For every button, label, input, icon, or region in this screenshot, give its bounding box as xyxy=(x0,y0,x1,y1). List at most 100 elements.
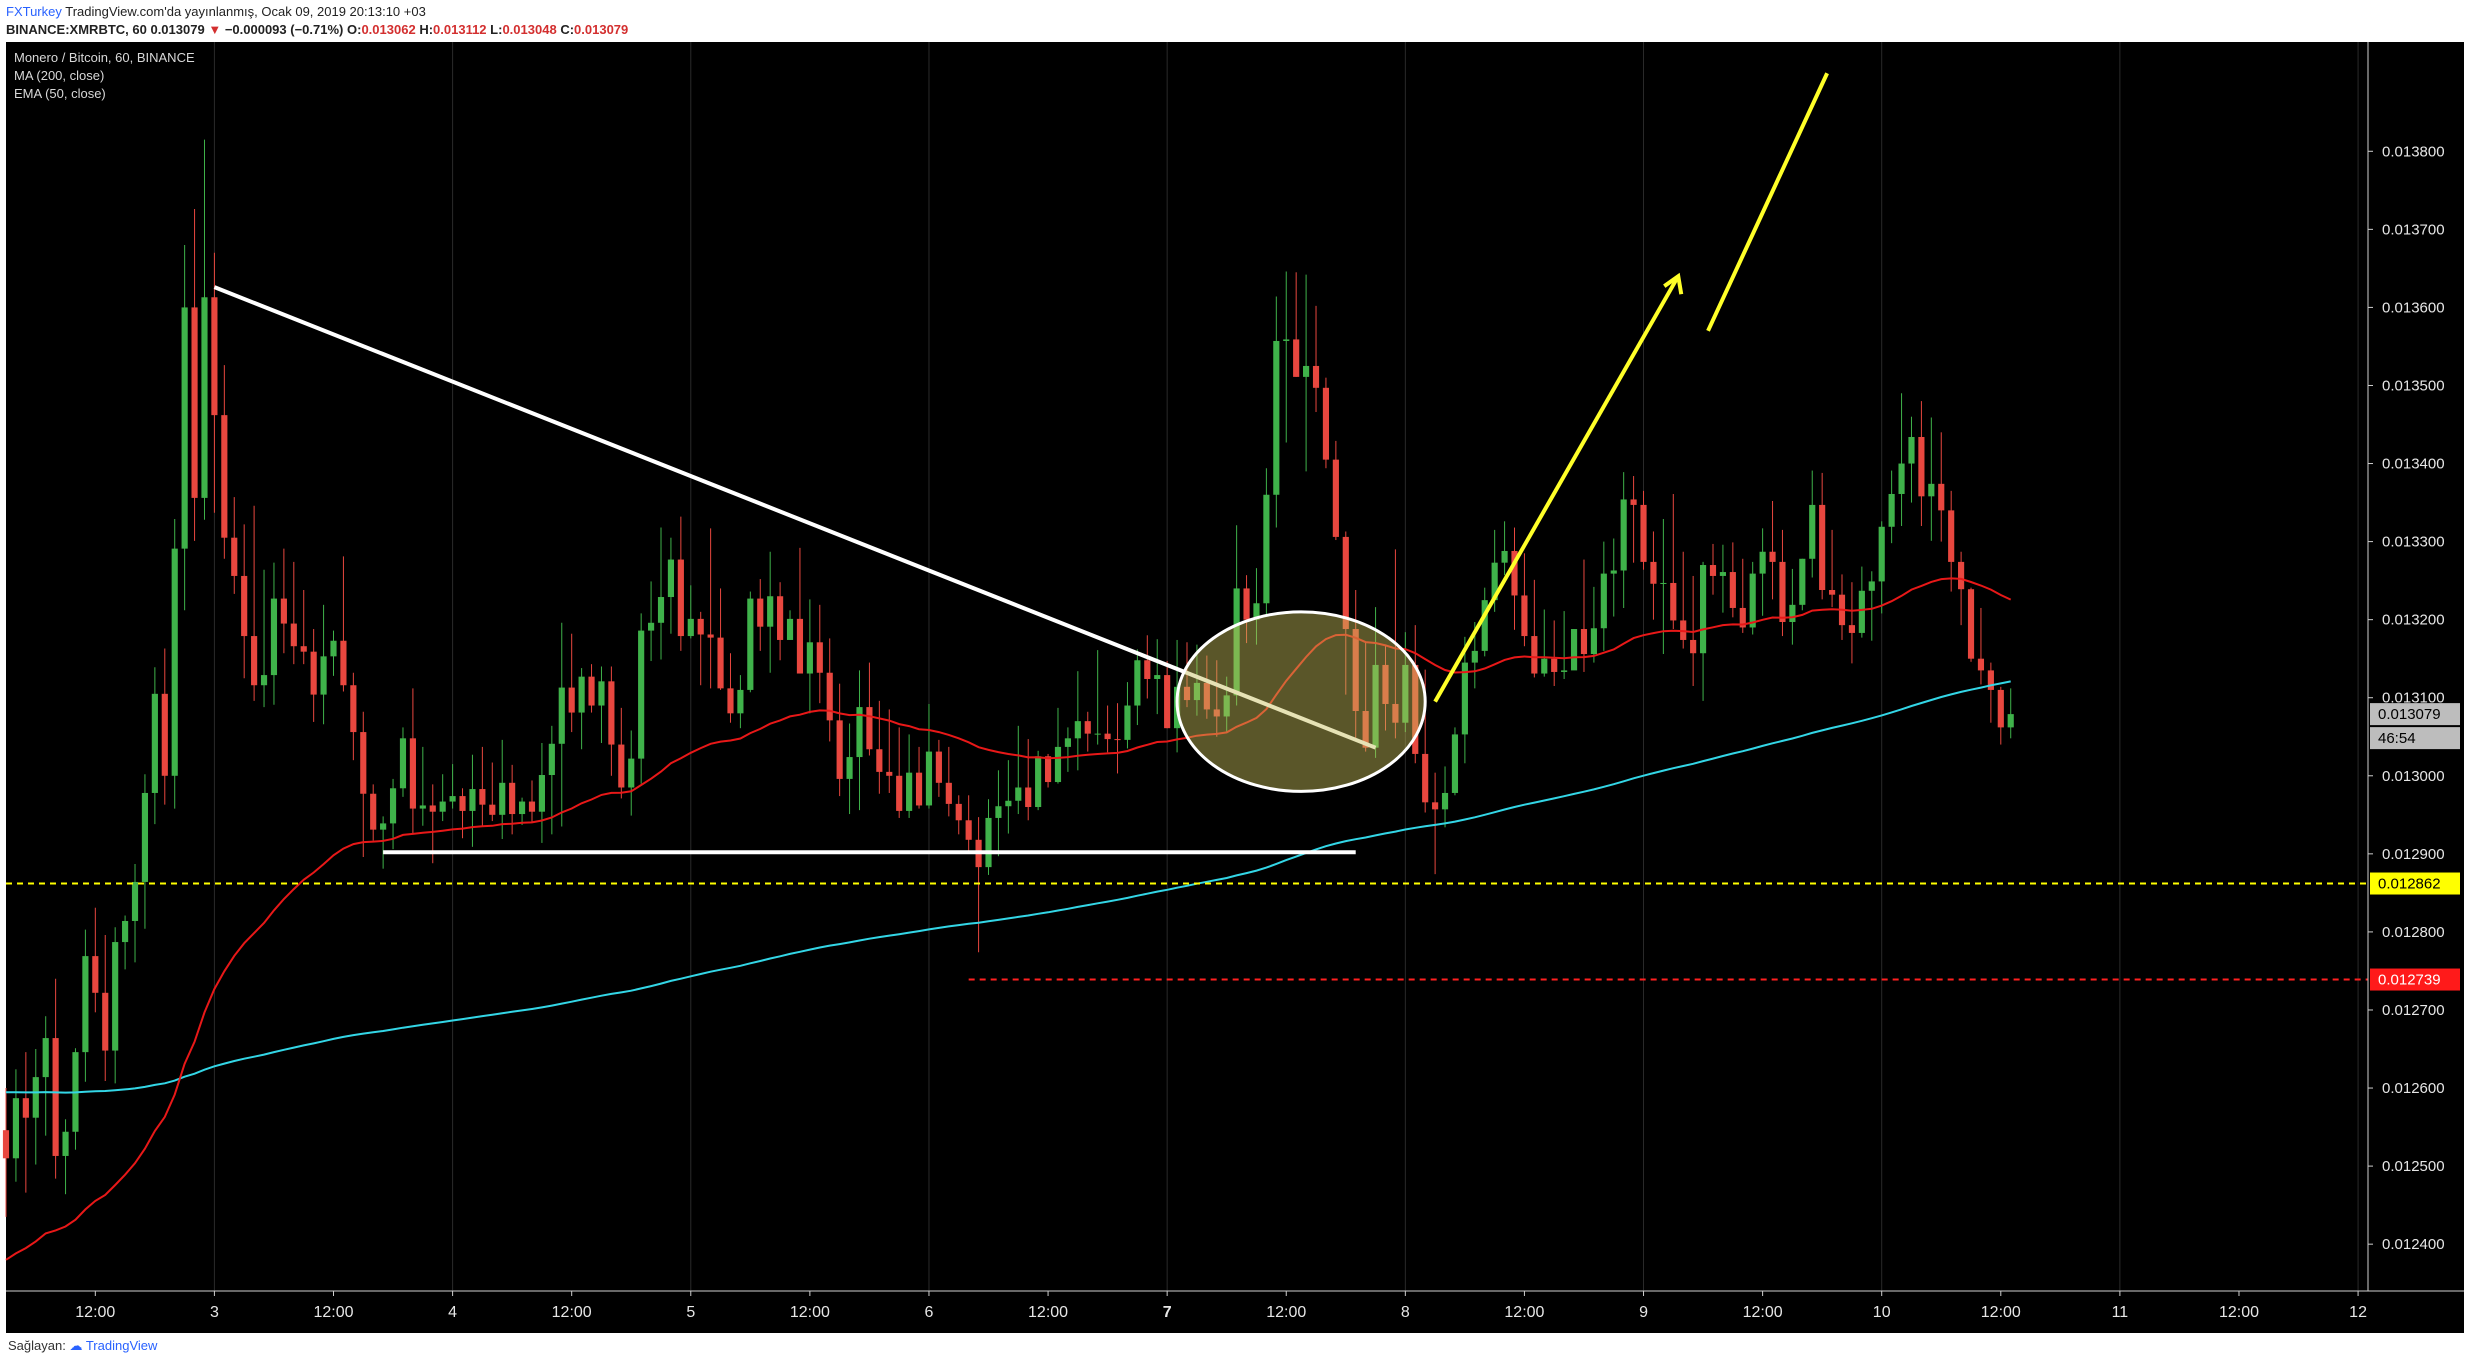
candle-body xyxy=(1362,710,1369,748)
candle-body xyxy=(886,771,893,776)
candle-body xyxy=(1938,483,1945,511)
countdown-label-box xyxy=(2370,727,2460,750)
candle-body xyxy=(1809,504,1816,559)
candle-body xyxy=(52,1038,59,1156)
candle-body xyxy=(578,676,585,713)
provider-brand[interactable]: TradingView xyxy=(85,1338,158,1353)
candle-body xyxy=(429,805,436,812)
candle-body xyxy=(1719,572,1726,576)
candle-body xyxy=(1551,658,1558,672)
candle-body xyxy=(965,820,972,840)
price-labels: 0.013079 46:54 0.012862 0.012739 xyxy=(2370,703,2460,991)
candle-body xyxy=(568,687,575,713)
legend-ema[interactable]: EMA (50, close) xyxy=(14,86,106,101)
candle-body xyxy=(1114,739,1121,741)
price-axis: 0.012400 0.012500 0.012600 0.012700 0.012800… xyxy=(2367,42,2445,1291)
candle-body xyxy=(191,307,198,498)
candle-body xyxy=(1690,639,1697,654)
legend-ma[interactable]: MA (200, close) xyxy=(14,68,104,83)
candle-body xyxy=(1471,650,1478,663)
candle-body xyxy=(1987,670,1994,690)
candle-body xyxy=(12,1098,20,1159)
candle-body xyxy=(1183,686,1191,701)
candle-body xyxy=(608,681,615,745)
candle-body xyxy=(1600,573,1607,629)
candle-body xyxy=(509,782,516,815)
tradingview-logo-icon[interactable]: ☁ xyxy=(69,1338,83,1353)
candle-body xyxy=(846,757,853,779)
candle-body xyxy=(1660,582,1667,584)
candle-body xyxy=(211,297,218,416)
time-tick-label: 12:00 xyxy=(552,1304,592,1321)
candle-body xyxy=(380,823,387,830)
candle-body xyxy=(1789,604,1796,623)
candle-body xyxy=(548,743,555,776)
target-arrow-extension xyxy=(1706,72,1829,332)
candle-body xyxy=(1233,588,1240,696)
candle-body xyxy=(280,598,287,624)
candle-body xyxy=(628,758,635,788)
author-link[interactable]: FXTurkey xyxy=(6,4,62,19)
candle-body xyxy=(1590,628,1597,655)
candle-body xyxy=(777,596,784,640)
candle-body xyxy=(1541,658,1548,674)
candle-body xyxy=(1948,510,1955,562)
candle-body xyxy=(1054,746,1062,783)
time-tick-label: 9 xyxy=(1639,1304,1648,1321)
countdown-label: 46:54 xyxy=(2378,730,2416,747)
candle-body xyxy=(1253,603,1260,620)
candle-body xyxy=(1164,675,1171,729)
time-tick-label: 7 xyxy=(1163,1304,1172,1321)
change-value: −0.000093 (−0.71%) xyxy=(224,22,344,37)
candle-body xyxy=(806,642,813,674)
candle-body xyxy=(1650,561,1657,584)
time-scale-background[interactable] xyxy=(6,1291,2464,1333)
candle-body xyxy=(896,775,903,811)
candle-body xyxy=(1491,562,1498,601)
candle-body xyxy=(1699,565,1707,654)
time-tick-label: 8 xyxy=(1401,1304,1410,1321)
candle-body xyxy=(1570,629,1578,671)
candle-body xyxy=(1461,662,1468,735)
candle-body xyxy=(340,640,347,686)
candle-body xyxy=(1005,800,1012,807)
candle-body xyxy=(2,1130,10,1159)
price-tick-label: 0.012800 xyxy=(2382,924,2445,941)
candle-body xyxy=(1620,499,1627,571)
candle-body xyxy=(1610,570,1617,574)
price-tick-label: 0.012600 xyxy=(2382,1080,2445,1097)
price-chart[interactable]: 0.012400 0.012500 0.012600 0.012700 0.012800… xyxy=(0,42,2466,1337)
candle-body xyxy=(826,672,833,721)
low-label: L: xyxy=(490,22,503,37)
candle-body xyxy=(419,805,426,809)
chart-area[interactable]: 0.012400 0.012500 0.012600 0.012700 0.012800… xyxy=(0,42,2466,1337)
drawings[interactable] xyxy=(213,72,1829,855)
candle-body xyxy=(1322,387,1330,460)
candle-body xyxy=(102,992,109,1051)
candle-body xyxy=(1640,504,1647,562)
time-axis: 12:00 3 12:00 4 12:00 5 12:00 6 12:00 7 12:00 8 12:0… xyxy=(6,1290,2464,1321)
candle-body xyxy=(469,789,476,811)
candle-body xyxy=(985,817,992,868)
candle-body xyxy=(836,720,843,779)
candle-body xyxy=(449,796,456,802)
low-value: 0.013048 xyxy=(502,22,557,37)
target-arrow xyxy=(1433,275,1680,703)
candle-body xyxy=(1670,582,1677,621)
price-tick-label: 0.013400 xyxy=(2382,456,2445,473)
time-tick-label: 12:00 xyxy=(1266,1304,1306,1321)
candle-body xyxy=(1521,595,1528,637)
candle-body xyxy=(906,772,913,811)
candle-body xyxy=(1858,590,1865,633)
candle-body xyxy=(1094,733,1101,735)
candle-body xyxy=(816,642,823,673)
published-text: TradingView.com'da yayınlanmış, Ocak 09,… xyxy=(65,4,426,19)
candle-body xyxy=(1759,551,1766,574)
candle-body xyxy=(876,749,883,772)
candle-body xyxy=(1025,787,1032,808)
candle-body xyxy=(251,636,258,686)
candle-body xyxy=(151,693,158,793)
candle-body xyxy=(439,801,446,812)
price-scale-background[interactable] xyxy=(2368,42,2464,1291)
candle-body xyxy=(727,688,734,714)
